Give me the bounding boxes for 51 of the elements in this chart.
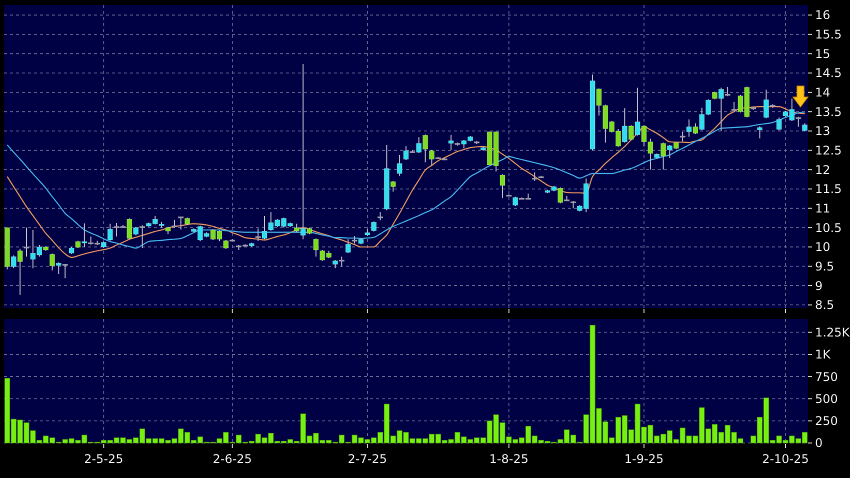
candlestick xyxy=(24,227,30,258)
y-tick-label: 10.5 xyxy=(815,220,842,235)
y-tick-label: 8.5 xyxy=(815,298,834,312)
x-tick-label: 2-10-25 xyxy=(762,452,809,466)
y-tick-label: 9.5 xyxy=(815,259,834,274)
candlestick xyxy=(429,149,434,166)
candlestick xyxy=(262,216,268,240)
candlestick xyxy=(255,228,261,242)
x-tick-label: 2-6-25 xyxy=(212,452,252,466)
y-tick-label: 1K xyxy=(815,348,832,362)
candlestick xyxy=(140,224,145,249)
y-tick-label: 15.5 xyxy=(815,28,842,42)
x-tick-label: 1-9-25 xyxy=(624,452,664,466)
candlestick xyxy=(448,134,454,150)
y-tick-label: 1.25K xyxy=(815,325,850,340)
candlestick xyxy=(313,238,319,258)
candlestick xyxy=(757,126,762,139)
candlestick xyxy=(338,256,344,268)
y-tick-label: 12.5 xyxy=(815,144,842,158)
y-tick-label: 10 xyxy=(815,240,830,254)
x-tick-label: 1-8-25 xyxy=(489,452,529,466)
y-tick-label: 15 xyxy=(815,46,830,61)
candlestick xyxy=(396,154,402,176)
y-tick-label: 12 xyxy=(815,162,830,177)
y-tick-label: 13 xyxy=(815,124,830,138)
y-tick-label: 500 xyxy=(815,392,838,406)
candlestick xyxy=(403,146,409,160)
x-tick-label: 2-7-25 xyxy=(348,452,388,466)
y-tick-label: 14 xyxy=(815,86,830,100)
candlestick xyxy=(178,216,184,230)
y-tick-label: 13.5 xyxy=(815,104,842,119)
y-tick-label: 14.5 xyxy=(815,66,842,80)
y-tick-label: 11.5 xyxy=(815,182,842,196)
y-tick-label: 250 xyxy=(815,414,838,428)
y-tick-label: 750 xyxy=(815,370,838,384)
candlestick xyxy=(680,131,686,142)
candlestick xyxy=(107,223,113,242)
candlestick xyxy=(796,116,802,128)
candlestick xyxy=(731,102,737,112)
x-tick-label: 2-5-25 xyxy=(84,452,124,466)
y-tick-label: 9 xyxy=(815,278,823,293)
candlestick xyxy=(345,238,351,254)
candlestick xyxy=(512,196,518,206)
y-tick-label: 11 xyxy=(815,201,830,216)
candlestick xyxy=(776,116,782,131)
candlestick xyxy=(763,89,769,119)
y-tick-label: 0 xyxy=(815,436,823,450)
candlestick xyxy=(371,220,377,232)
candlestick xyxy=(500,174,506,198)
y-tick-label: 16 xyxy=(815,8,830,22)
candlestick xyxy=(62,263,68,279)
